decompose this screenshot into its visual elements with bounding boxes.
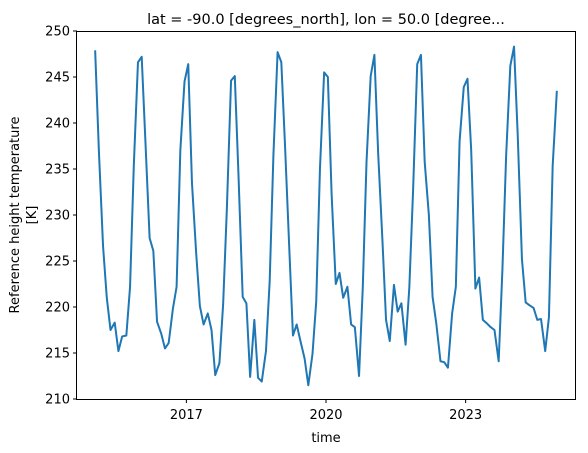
y-tick-label: 210	[45, 393, 70, 408]
x-axis-label: time	[311, 431, 340, 446]
y-tick-label: 245	[45, 71, 70, 86]
y-tick-label: 250	[45, 25, 70, 40]
x-tick-label: 2023	[449, 408, 482, 423]
x-tick-label: 2017	[170, 408, 203, 423]
y-tick-label: 220	[45, 301, 70, 316]
x-tick-label: 2020	[309, 408, 342, 423]
y-axis: 210 215 220 225 230 235 240 245 250	[45, 25, 77, 408]
plot-area	[76, 31, 576, 400]
chart-title: lat = -90.0 [degrees_north], lon = 50.0 …	[147, 12, 505, 28]
y-axis-label-line-2: [K]	[25, 206, 40, 225]
axes-frame	[76, 31, 576, 400]
y-tick-label: 240	[45, 117, 70, 132]
y-tick-label: 215	[45, 347, 70, 362]
y-tick-label: 230	[45, 209, 70, 224]
y-axis-label-line-1: Reference height temperature	[8, 117, 23, 314]
series-line	[94, 45, 558, 387]
x-axis: 2017 2020 2023	[170, 399, 482, 423]
y-tick-label: 235	[45, 163, 70, 178]
y-tick-label: 225	[45, 255, 70, 270]
